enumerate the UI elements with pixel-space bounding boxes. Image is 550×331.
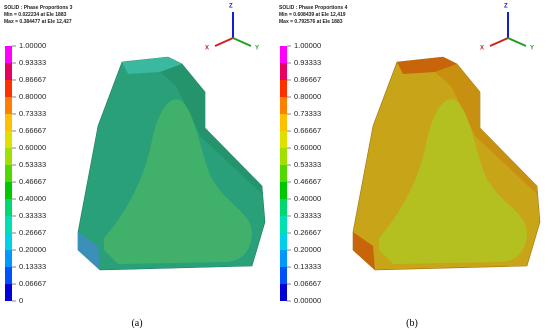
legend-swatch <box>280 165 287 182</box>
header-line: Max = 0.384477 at Ele 12,427 <box>4 19 72 25</box>
axis-label: Z <box>504 4 508 10</box>
axis-y <box>232 37 252 47</box>
legend-label: 0.33333 <box>294 211 321 220</box>
legend-swatch <box>5 165 12 182</box>
legend-swatch <box>5 114 12 131</box>
legend-swatch <box>5 267 12 284</box>
axis-label: X <box>205 46 209 52</box>
legend-label: 0.86667 <box>294 75 321 84</box>
legend-label: 0.06667 <box>294 279 321 288</box>
legend-label: 0.00000 <box>294 296 321 305</box>
legend-swatch <box>5 80 12 97</box>
legend-swatch <box>280 250 287 267</box>
part-face <box>379 99 527 264</box>
legend-label: 0.53333 <box>294 160 321 169</box>
part-top <box>397 57 457 74</box>
axis-x <box>489 37 509 47</box>
legend-label: 0 <box>19 296 23 305</box>
axis-label: Z <box>229 4 233 10</box>
legend-label: 0.66667 <box>19 126 46 135</box>
axis-label: Y <box>255 46 259 52</box>
legend-swatch <box>280 182 287 199</box>
legend-swatch <box>5 97 12 114</box>
legend-label: 1.00000 <box>294 41 321 50</box>
part-top <box>122 57 182 74</box>
legend-label: 0.33333 <box>19 211 46 220</box>
legend-swatch <box>280 267 287 284</box>
header-line: Max = 0.792576 at Ele 1883 <box>279 19 343 25</box>
legend-swatch <box>280 216 287 233</box>
legend-label: 1.00000 <box>19 41 46 50</box>
part-side <box>160 64 262 194</box>
part-side <box>435 64 537 194</box>
legend-label: 0.60000 <box>19 143 46 152</box>
legend-swatch <box>280 114 287 131</box>
legend-swatch <box>5 148 12 165</box>
header-line: Min = 0.022234 at Ele 1883 <box>4 12 67 18</box>
header-line: Min = 0.608439 at Ele 12,419 <box>279 12 346 18</box>
legend-swatch <box>280 80 287 97</box>
legend-swatch <box>5 216 12 233</box>
legend-swatch <box>280 284 287 301</box>
axis-label: X <box>480 46 484 52</box>
axis-label: Y <box>530 46 534 52</box>
legend-label: 0.60000 <box>294 143 321 152</box>
legend-label: 0.26667 <box>294 228 321 237</box>
legend-label: 0.93333 <box>19 58 46 67</box>
legend-swatch <box>5 233 12 250</box>
axis-y <box>507 37 527 47</box>
legend-label: 0.20000 <box>19 245 46 254</box>
legend-label: 0.40000 <box>19 194 46 203</box>
legend-swatch <box>5 199 12 216</box>
legend-label: 0.53333 <box>19 160 46 169</box>
legend-swatch <box>280 63 287 80</box>
part-edge <box>353 232 375 270</box>
legend-label: 0.66667 <box>294 126 321 135</box>
part-face <box>104 99 252 264</box>
legend-label: 0.73333 <box>19 109 46 118</box>
legend-swatch <box>280 131 287 148</box>
legend-swatch <box>5 131 12 148</box>
legend-label: 0.06667 <box>19 279 46 288</box>
caption: (b) <box>406 318 418 329</box>
legend-label: 0.93333 <box>294 58 321 67</box>
legend-label: 0.26667 <box>19 228 46 237</box>
legend-label: 0.20000 <box>294 245 321 254</box>
legend-label: 0.46667 <box>294 177 321 186</box>
axis-x <box>214 37 234 47</box>
header-line: SOLID : Phase Proportions 4 <box>279 5 348 11</box>
legend-label: 0.80000 <box>19 92 46 101</box>
legend-swatch <box>5 284 12 301</box>
legend-label: 0.46667 <box>19 177 46 186</box>
legend-label: 0.80000 <box>294 92 321 101</box>
legend-label: 0.13333 <box>19 262 46 271</box>
caption: (a) <box>131 318 142 329</box>
legend-label: 0.13333 <box>294 262 321 271</box>
legend-swatch <box>5 46 12 63</box>
legend-swatch <box>5 182 12 199</box>
legend-swatch <box>280 199 287 216</box>
part-edge <box>78 232 100 270</box>
legend-swatch <box>5 250 12 267</box>
legend-swatch <box>280 233 287 250</box>
legend-swatch <box>280 148 287 165</box>
legend-swatch <box>280 97 287 114</box>
header-line: SOLID : Phase Proportions 3 <box>4 5 73 11</box>
legend-swatch <box>5 63 12 80</box>
legend-label: 0.86667 <box>19 75 46 84</box>
legend-label: 0.40000 <box>294 194 321 203</box>
legend-label: 0.73333 <box>294 109 321 118</box>
legend-swatch <box>280 46 287 63</box>
